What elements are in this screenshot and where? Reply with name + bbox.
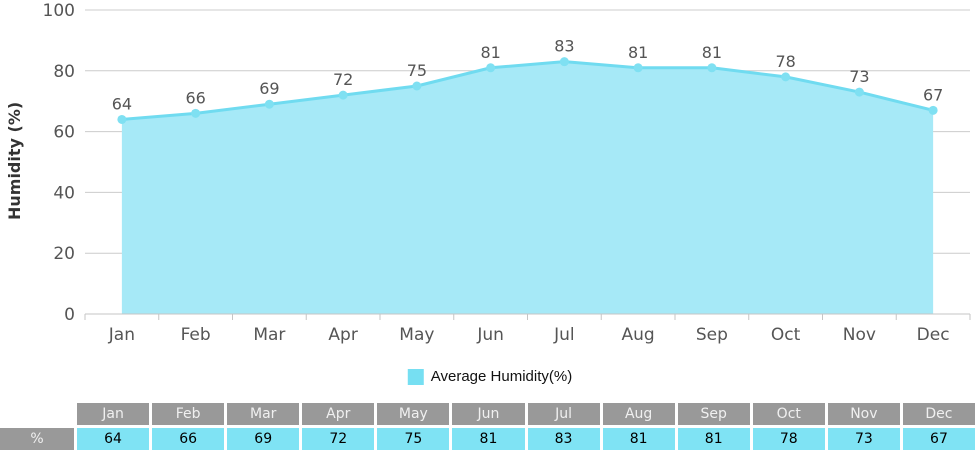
data-label: 73 (849, 67, 869, 86)
legend: Average Humidity(%) (407, 368, 573, 385)
x-tick-label: Jan (108, 325, 135, 345)
x-tick-label: Apr (328, 325, 357, 345)
data-label: 72 (333, 70, 353, 89)
table-month-header: Feb (152, 403, 225, 425)
table-month-header: Sep (677, 403, 750, 425)
data-point (854, 87, 864, 97)
table-month-header: Jan (77, 403, 150, 425)
x-tick-label: Jul (553, 325, 575, 345)
series-layer: 64 66 69 72 75 81 83 81 81 78 73 67 (112, 37, 943, 315)
data-point (486, 63, 496, 73)
humidity-area-chart: 64 66 69 72 75 81 83 81 81 78 73 67 0 20 40 60 80 100 Jan… (5, 1, 971, 345)
table-month-header: Jun (452, 403, 525, 425)
table-month-header: Dec (902, 403, 975, 425)
x-tick-label: Feb (181, 325, 211, 345)
data-point (117, 114, 127, 124)
data-point (707, 63, 717, 73)
x-tick-label: Aug (622, 325, 655, 345)
table-value-cell: 64 (77, 428, 150, 450)
data-point (781, 72, 791, 82)
table-corner-cell (0, 403, 74, 425)
table-row-label: % (0, 428, 74, 450)
data-point (412, 81, 422, 91)
data-label: 83 (554, 37, 574, 56)
data-point (191, 108, 201, 118)
y-tick-label: 80 (53, 62, 75, 82)
table-value-cell: 81 (452, 428, 525, 450)
x-tick-label: Mar (253, 325, 285, 345)
table-value-cell: 78 (752, 428, 825, 450)
data-point (559, 57, 569, 67)
x-tick-label: May (399, 325, 434, 345)
x-tick-label: Oct (771, 325, 801, 345)
data-point (928, 105, 938, 115)
y-tick-label: 40 (53, 183, 75, 203)
table-month-header: Apr (302, 403, 375, 425)
data-label: 64 (112, 94, 132, 113)
y-tick-label: 0 (64, 305, 75, 325)
area-fill (121, 61, 934, 315)
data-table: Jan Feb Mar Apr May Jun Jul Aug Sep Oct Nov Dec% 64 6… (0, 403, 975, 450)
table-month-header: May (377, 403, 450, 425)
table-value-cell: 72 (302, 428, 375, 450)
y-tick-label: 100 (43, 1, 75, 21)
x-tick-label: Sep (696, 325, 728, 345)
data-label: 66 (185, 88, 205, 107)
x-tick-label: Jun (476, 325, 504, 345)
data-label: 81 (702, 43, 722, 62)
data-label: 69 (259, 79, 279, 98)
legend-swatch-icon (407, 368, 424, 385)
y-tick-label: 60 (53, 123, 75, 143)
legend-label: Average Humidity(%) (430, 368, 573, 385)
axis-layer: 0 20 40 60 80 100 Jan Feb Mar Apr May Jun Jul Aug Sep O… (43, 1, 971, 345)
data-label: 75 (407, 61, 427, 80)
table-month-header: Oct (752, 403, 825, 425)
table-value-cell: 66 (152, 428, 225, 450)
table-month-header: Nov (827, 403, 900, 425)
table-value-cell: 75 (377, 428, 450, 450)
table-value-cell: 81 (602, 428, 675, 450)
table-value-cell: 69 (227, 428, 300, 450)
y-axis-title: Humidity (%) (5, 102, 24, 220)
table-value-cell: 73 (827, 428, 900, 450)
table-month-header: Aug (602, 403, 675, 425)
table-month-header: Mar (227, 403, 300, 425)
trend-line (120, 60, 935, 121)
data-point (338, 90, 348, 100)
table-month-header: Jul (527, 403, 600, 425)
table-value-cell: 83 (527, 428, 600, 450)
data-label: 81 (480, 43, 500, 62)
y-tick-label: 20 (53, 244, 75, 264)
table-value-cell: 81 (677, 428, 750, 450)
x-tick-label: Nov (843, 325, 876, 345)
data-label: 78 (775, 52, 795, 71)
data-label: 81 (628, 43, 648, 62)
table-value-cell: 67 (902, 428, 975, 450)
data-point (633, 63, 643, 73)
x-tick-label: Dec (917, 325, 950, 345)
data-point (264, 99, 274, 109)
data-label: 67 (923, 85, 943, 104)
